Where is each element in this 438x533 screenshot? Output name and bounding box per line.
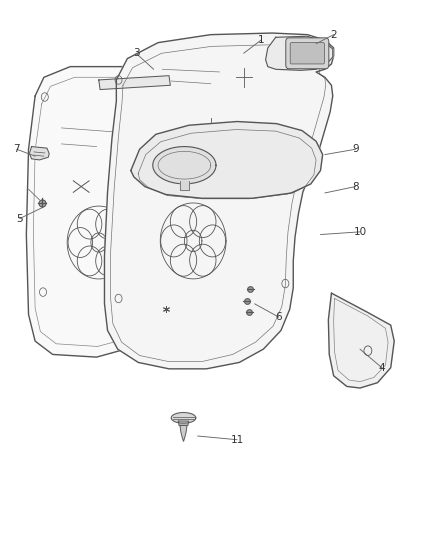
Polygon shape <box>178 421 188 425</box>
Polygon shape <box>104 33 333 369</box>
Polygon shape <box>171 413 195 423</box>
Text: 6: 6 <box>275 312 282 322</box>
Text: 1: 1 <box>257 35 264 45</box>
Text: 10: 10 <box>353 227 366 237</box>
Text: 8: 8 <box>351 182 358 191</box>
Polygon shape <box>99 76 170 90</box>
Text: 9: 9 <box>351 144 358 154</box>
Polygon shape <box>131 122 322 198</box>
Polygon shape <box>152 147 215 184</box>
Text: 2: 2 <box>329 30 336 39</box>
Text: 5: 5 <box>16 214 23 223</box>
FancyBboxPatch shape <box>290 43 324 64</box>
Text: 3: 3 <box>132 49 139 58</box>
Text: 11: 11 <box>230 435 243 445</box>
Polygon shape <box>328 293 393 388</box>
Text: 4: 4 <box>378 363 385 373</box>
Polygon shape <box>180 181 188 190</box>
Polygon shape <box>265 36 332 70</box>
Polygon shape <box>180 425 187 441</box>
Text: 7: 7 <box>13 144 20 154</box>
Polygon shape <box>29 147 49 160</box>
FancyBboxPatch shape <box>285 38 328 69</box>
Polygon shape <box>26 67 204 357</box>
